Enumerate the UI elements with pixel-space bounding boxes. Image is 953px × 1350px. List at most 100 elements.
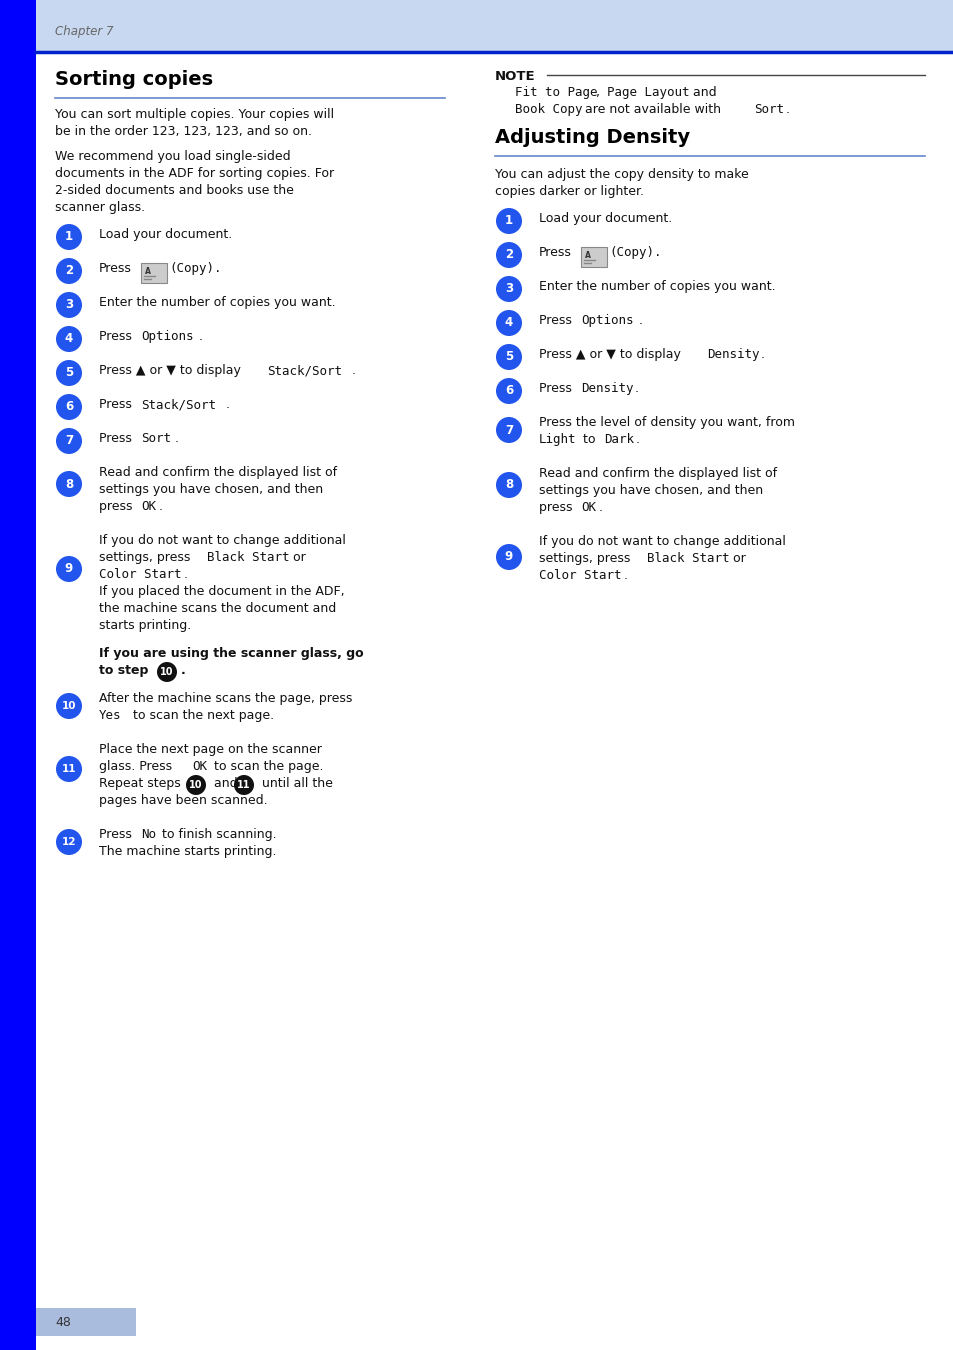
Bar — [36, 1308, 136, 1336]
Text: You can sort multiple copies. Your copies will: You can sort multiple copies. Your copie… — [55, 108, 334, 122]
Text: 9: 9 — [65, 563, 73, 575]
Text: (Copy).: (Copy). — [608, 246, 660, 259]
Circle shape — [496, 275, 521, 302]
Text: .: . — [174, 432, 179, 446]
Circle shape — [56, 556, 82, 582]
Circle shape — [496, 544, 521, 570]
Circle shape — [233, 775, 253, 795]
Text: 4: 4 — [504, 316, 513, 329]
Text: to: to — [578, 433, 598, 446]
Text: 5: 5 — [504, 351, 513, 363]
Circle shape — [496, 344, 521, 370]
Text: No: No — [141, 828, 156, 841]
Text: Press the level of density you want, from: Press the level of density you want, fro… — [538, 416, 794, 429]
Text: to scan the next page.: to scan the next page. — [129, 709, 274, 722]
Text: or: or — [728, 552, 745, 566]
Text: documents in the ADF for sorting copies. For: documents in the ADF for sorting copies.… — [55, 167, 334, 180]
Text: Press: Press — [538, 246, 571, 259]
Bar — [0, 0, 953, 53]
Text: 10: 10 — [62, 701, 76, 711]
Circle shape — [496, 472, 521, 498]
Text: pages have been scanned.: pages have been scanned. — [99, 794, 268, 807]
Circle shape — [56, 756, 82, 782]
Text: .: . — [785, 103, 789, 116]
Text: Sort: Sort — [753, 103, 783, 116]
Text: 10: 10 — [160, 667, 173, 676]
Text: .: . — [636, 433, 639, 446]
Text: press: press — [99, 500, 136, 513]
Text: 4: 4 — [65, 332, 73, 346]
Text: 7: 7 — [65, 435, 73, 447]
Text: If you do not want to change additional: If you do not want to change additional — [538, 535, 785, 548]
Text: Dark: Dark — [603, 433, 634, 446]
Text: Sort: Sort — [141, 432, 171, 446]
Text: .: . — [226, 398, 230, 410]
Text: settings you have chosen, and then: settings you have chosen, and then — [99, 483, 323, 495]
Text: .: . — [199, 329, 203, 343]
Circle shape — [56, 258, 82, 284]
Text: be in the order 123, 123, 123, and so on.: be in the order 123, 123, 123, and so on… — [55, 126, 312, 138]
Text: 8: 8 — [504, 478, 513, 491]
Text: 2-sided documents and books use the: 2-sided documents and books use the — [55, 184, 294, 197]
Text: Press ▲ or ▼ to display: Press ▲ or ▼ to display — [99, 364, 245, 377]
Circle shape — [496, 417, 521, 443]
Text: Options: Options — [580, 315, 633, 327]
Text: and: and — [688, 86, 716, 99]
Text: copies darker or lighter.: copies darker or lighter. — [495, 185, 643, 198]
Text: Place the next page on the scanner: Place the next page on the scanner — [99, 743, 321, 756]
Text: Press: Press — [538, 315, 576, 327]
Text: 11: 11 — [62, 764, 76, 774]
Text: After the machine scans the page, press: After the machine scans the page, press — [99, 693, 352, 705]
Text: Stack/Sort: Stack/Sort — [141, 398, 215, 410]
Text: 2: 2 — [504, 248, 513, 262]
Text: Yes: Yes — [99, 709, 121, 722]
Circle shape — [157, 662, 177, 682]
Text: OK: OK — [141, 500, 156, 513]
Text: settings, press: settings, press — [99, 551, 194, 564]
Text: .: . — [635, 382, 639, 396]
Bar — [580, 247, 606, 267]
Text: Enter the number of copies you want.: Enter the number of copies you want. — [538, 279, 775, 293]
Text: 48: 48 — [55, 1315, 71, 1328]
Text: Color Start: Color Start — [99, 568, 181, 580]
Text: settings, press: settings, press — [538, 552, 634, 566]
Text: 2: 2 — [65, 265, 73, 278]
Text: If you placed the document in the ADF,: If you placed the document in the ADF, — [99, 585, 344, 598]
Text: the machine scans the document and: the machine scans the document and — [99, 602, 335, 616]
Circle shape — [56, 428, 82, 454]
Text: Press: Press — [538, 382, 576, 396]
Text: .: . — [184, 568, 188, 580]
Text: Color Start: Color Start — [538, 568, 620, 582]
Text: Load your document.: Load your document. — [538, 212, 672, 225]
Text: Press: Press — [99, 432, 135, 446]
Text: We recommend you load single-sided: We recommend you load single-sided — [55, 150, 291, 163]
Text: Black Start: Black Start — [646, 552, 729, 566]
Text: A: A — [145, 267, 151, 275]
Text: Light: Light — [538, 433, 576, 446]
Text: The machine starts printing.: The machine starts printing. — [99, 845, 276, 859]
Text: Density: Density — [706, 348, 759, 360]
Text: Read and confirm the displayed list of: Read and confirm the displayed list of — [99, 466, 336, 479]
Text: Density: Density — [580, 382, 633, 396]
Text: ,: , — [596, 86, 603, 99]
Text: scanner glass.: scanner glass. — [55, 201, 145, 215]
Text: A: A — [584, 251, 590, 261]
Text: Press: Press — [99, 398, 135, 410]
Circle shape — [56, 224, 82, 250]
Text: 1: 1 — [504, 215, 513, 228]
Text: until all the: until all the — [257, 778, 333, 790]
Text: 11: 11 — [237, 780, 251, 790]
Text: Press: Press — [99, 828, 135, 841]
Text: .: . — [598, 501, 602, 514]
Text: Chapter 7: Chapter 7 — [55, 26, 113, 39]
Text: Load your document.: Load your document. — [99, 228, 232, 242]
Text: 3: 3 — [65, 298, 73, 312]
Circle shape — [496, 208, 521, 234]
Text: starts printing.: starts printing. — [99, 620, 191, 632]
Text: press: press — [538, 501, 576, 514]
Text: .: . — [760, 348, 764, 360]
Text: Adjusting Density: Adjusting Density — [495, 128, 689, 147]
Text: .: . — [352, 364, 355, 377]
Text: OK: OK — [580, 501, 596, 514]
Text: 3: 3 — [504, 282, 513, 296]
